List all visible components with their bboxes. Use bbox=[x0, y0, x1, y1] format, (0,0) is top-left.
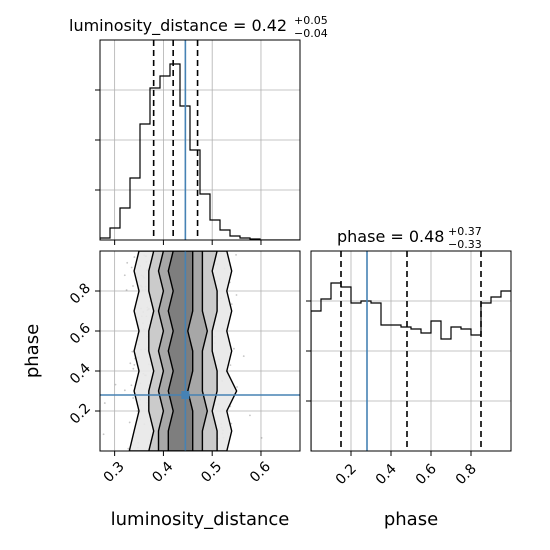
scatter-point bbox=[123, 389, 126, 392]
ytick-label-3: 0.8 bbox=[67, 280, 94, 307]
histogram-step bbox=[100, 63, 300, 240]
scatter-point bbox=[132, 285, 134, 287]
panel-frame bbox=[99, 250, 301, 452]
scatter-point bbox=[123, 274, 126, 277]
scatter-point bbox=[229, 364, 232, 367]
scatter-point bbox=[260, 437, 263, 439]
scatter-point bbox=[132, 367, 135, 370]
xtick-label-2: 0.5 bbox=[198, 459, 225, 486]
truth-marker bbox=[181, 391, 190, 399]
contour-level-3 bbox=[167, 251, 194, 451]
panel-frame bbox=[99, 39, 301, 241]
scatter-point bbox=[235, 253, 237, 256]
scatter-point bbox=[136, 410, 139, 412]
scatter-point bbox=[132, 397, 135, 399]
scatter-point bbox=[103, 402, 106, 404]
contour-panel: 0.3 0.4 0.5 0.6 0.2 0.4 0.6 0.8 bbox=[67, 250, 301, 486]
scatter-point bbox=[131, 350, 134, 353]
title-luminosity-distance-upper: +0.05 bbox=[294, 14, 328, 27]
scatter-point bbox=[236, 386, 238, 388]
scatter-point bbox=[230, 422, 233, 425]
ytick-label-0: 0.2 bbox=[67, 400, 94, 427]
xtick-label-0: 0.3 bbox=[101, 459, 128, 486]
scatter-point bbox=[130, 384, 133, 387]
xtick-label-3: 0.6 bbox=[247, 459, 274, 486]
scatter-point bbox=[128, 421, 131, 424]
title-phase-lower: −0.33 bbox=[448, 238, 482, 251]
ytick-label-2: 0.6 bbox=[67, 320, 94, 347]
xtick-label-2: 0.6 bbox=[413, 461, 440, 488]
histogram-bins bbox=[100, 63, 300, 240]
scatter-point bbox=[129, 362, 132, 365]
scatter-point bbox=[125, 289, 128, 291]
scatter-point bbox=[126, 261, 129, 264]
title-luminosity-distance-lower: −0.04 bbox=[294, 27, 328, 40]
histogram-phase: 0.2 0.4 0.6 0.8 bbox=[306, 250, 512, 488]
scatter-point bbox=[242, 355, 245, 358]
histogram-luminosity-distance bbox=[95, 39, 301, 245]
scatter-point bbox=[114, 383, 117, 386]
xtick-label-1: 0.4 bbox=[149, 459, 176, 486]
contour-content bbox=[102, 251, 263, 451]
ylabel-phase: phase bbox=[22, 324, 43, 378]
scatter-point bbox=[249, 414, 251, 417]
scatter-point bbox=[233, 347, 235, 350]
scatter-point bbox=[130, 266, 133, 269]
scatter-point bbox=[235, 294, 238, 296]
title-phase-upper: +0.37 bbox=[448, 225, 482, 238]
xtick-label-3: 0.8 bbox=[453, 461, 480, 488]
scatter-point bbox=[230, 303, 233, 306]
scatter-point bbox=[102, 433, 105, 436]
scatter-point bbox=[133, 363, 136, 366]
scatter-point bbox=[133, 256, 136, 258]
xtick-label-0: 0.2 bbox=[333, 461, 360, 488]
xtick-label-1: 0.4 bbox=[373, 461, 400, 488]
title-luminosity-distance: luminosity_distance = 0.42 bbox=[69, 16, 287, 36]
scatter-point bbox=[127, 447, 130, 450]
xlabel-phase: phase bbox=[384, 509, 438, 530]
title-phase: phase = 0.48 bbox=[337, 227, 444, 246]
ytick-label-1: 0.4 bbox=[67, 360, 94, 387]
panel-frame bbox=[310, 250, 512, 452]
xlabel-luminosity-distance: luminosity_distance bbox=[111, 509, 290, 530]
